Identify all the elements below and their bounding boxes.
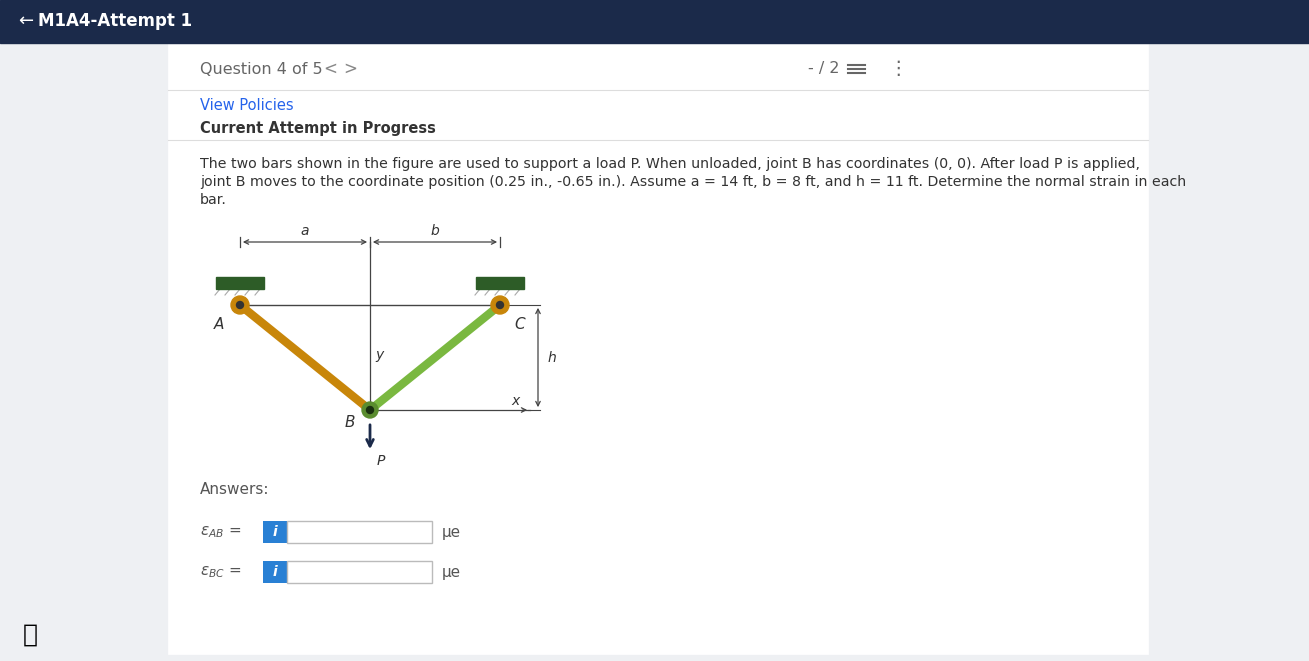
Text: bar.: bar. xyxy=(200,193,226,207)
Text: i: i xyxy=(272,565,278,579)
Text: x: x xyxy=(511,394,520,408)
Text: $\varepsilon_{AB}$ =: $\varepsilon_{AB}$ = xyxy=(200,524,241,540)
Text: M1A4-Attempt 1: M1A4-Attempt 1 xyxy=(38,12,192,30)
Circle shape xyxy=(367,407,373,414)
Text: - / 2: - / 2 xyxy=(808,61,839,77)
Text: b: b xyxy=(431,224,440,238)
Text: μe: μe xyxy=(442,524,461,539)
Text: Current Attempt in Progress: Current Attempt in Progress xyxy=(200,120,436,136)
Text: i: i xyxy=(272,525,278,539)
Text: a: a xyxy=(301,224,309,238)
Circle shape xyxy=(230,296,249,314)
Text: B: B xyxy=(344,415,355,430)
Text: h: h xyxy=(548,350,556,364)
Text: 🍪: 🍪 xyxy=(22,623,38,647)
Text: ⋮: ⋮ xyxy=(888,59,907,79)
Text: Answers:: Answers: xyxy=(200,483,270,498)
Bar xyxy=(263,521,287,543)
Text: $\varepsilon_{BC}$ =: $\varepsilon_{BC}$ = xyxy=(200,564,241,580)
Text: <: < xyxy=(323,60,336,78)
Circle shape xyxy=(363,402,378,418)
Circle shape xyxy=(491,296,509,314)
Text: ←: ← xyxy=(18,12,33,30)
Circle shape xyxy=(237,301,243,309)
Text: P: P xyxy=(377,454,385,468)
Bar xyxy=(168,44,1148,654)
Bar xyxy=(263,561,287,583)
Bar xyxy=(216,277,264,289)
Text: A: A xyxy=(213,317,224,332)
Text: >: > xyxy=(343,60,357,78)
Text: View Policies: View Policies xyxy=(200,98,293,114)
Text: Question 4 of 5: Question 4 of 5 xyxy=(200,61,322,77)
Circle shape xyxy=(496,301,504,309)
Text: joint B moves to the coordinate position (0.25 in., -0.65 in.). Assume a = 14 ft: joint B moves to the coordinate position… xyxy=(200,175,1186,189)
FancyBboxPatch shape xyxy=(287,521,432,543)
Text: μe: μe xyxy=(442,564,461,580)
Text: y: y xyxy=(374,348,384,362)
Text: The two bars shown in the figure are used to support a load P. When unloaded, jo: The two bars shown in the figure are use… xyxy=(200,157,1140,171)
FancyBboxPatch shape xyxy=(287,561,432,583)
Bar xyxy=(476,277,524,289)
Bar xyxy=(0,0,1309,43)
Text: C: C xyxy=(514,317,525,332)
